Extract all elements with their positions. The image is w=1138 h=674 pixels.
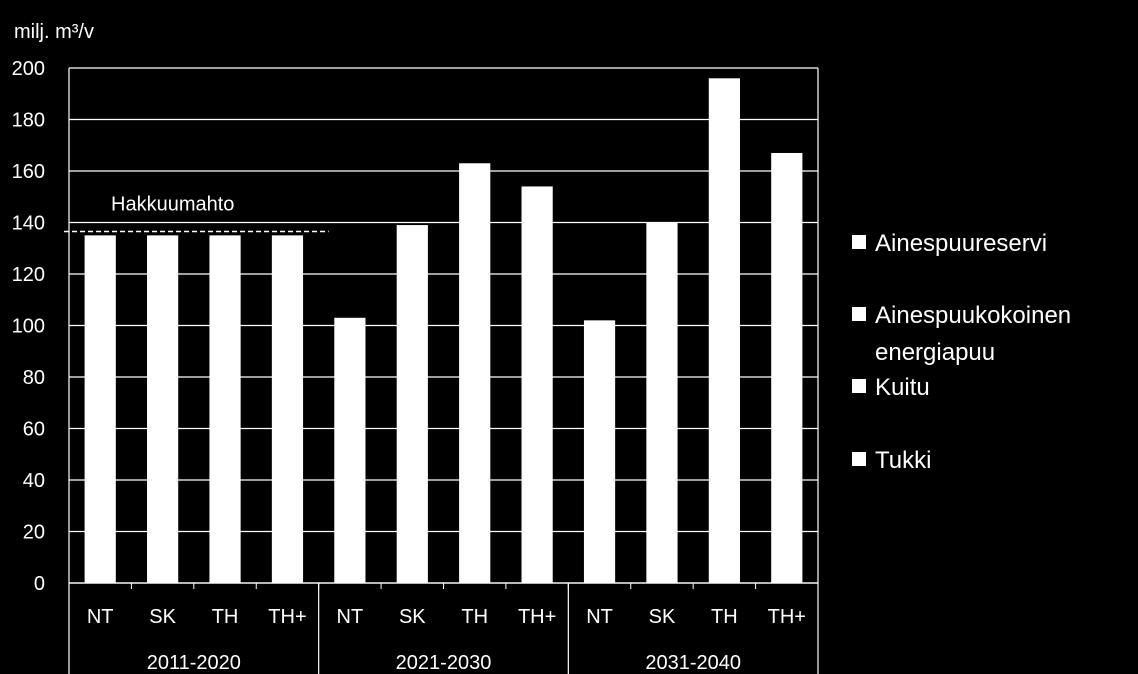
x-category-label: NT: [586, 606, 613, 628]
legend-swatch: [852, 452, 866, 466]
x-category-label: TH: [711, 606, 738, 628]
bar: [771, 152, 803, 583]
bar: [396, 225, 428, 583]
bar: [84, 235, 116, 583]
x-category-label: TH+: [268, 606, 306, 628]
y-tick-label: 180: [12, 110, 45, 132]
x-group-label: 2021-2030: [396, 652, 492, 674]
x-category-label: SK: [149, 606, 176, 628]
y-tick-label: 60: [23, 419, 45, 441]
y-tick-label: 160: [12, 161, 45, 183]
legend-label: Ainespuureservi: [875, 230, 1047, 257]
x-category-label: SK: [399, 606, 426, 628]
axes: 0 20 40 60 80 100 120 140 160 180 200 NT SK TH TH+ 2011…: [12, 58, 819, 674]
legend-label: Ainespuukokoinen: [875, 302, 1071, 329]
x-category-label: NT: [87, 606, 114, 628]
x-group-label: 2011-2020: [147, 652, 241, 674]
y-tick-label: 120: [12, 264, 45, 286]
y-tick-label: 20: [23, 522, 45, 544]
bar: [334, 317, 366, 583]
x-category-label: TH: [212, 606, 239, 628]
reference-line-label: Hakkuumahto: [111, 194, 234, 216]
x-category-label: NT: [337, 606, 364, 628]
bar: [459, 163, 491, 583]
bar: [708, 78, 740, 584]
x-category-label: TH+: [768, 606, 806, 628]
legend-label: energiapuu: [875, 339, 995, 366]
bar: [583, 320, 616, 583]
x-category-label: TH: [461, 606, 488, 628]
y-tick-label: 100: [12, 316, 45, 338]
grid-lines: [69, 67, 818, 584]
legend-label: Tukki: [875, 447, 931, 474]
bar: [271, 235, 304, 583]
y-axis-label: milj. m³/v: [14, 21, 94, 43]
y-tick-label: 40: [23, 470, 45, 492]
legend: Ainespuureservi Ainespuukokoinen energiapu…: [852, 230, 1071, 474]
reference-line-group: Hakkuumahto: [64, 194, 329, 233]
y-tick-label: 140: [12, 213, 45, 235]
legend-swatch: [852, 379, 866, 393]
x-category-label: TH+: [518, 606, 556, 628]
legend-label: Kuitu: [875, 374, 930, 401]
y-tick-label: 200: [12, 58, 45, 80]
bar: [147, 235, 179, 583]
y-tick-label: 0: [34, 573, 45, 595]
y-tick-label: 80: [23, 367, 45, 389]
bar: [521, 186, 553, 583]
bar: [646, 222, 678, 583]
legend-swatch: [852, 235, 866, 249]
bar: [209, 235, 241, 583]
x-category-label: SK: [649, 606, 676, 628]
x-group-label: 2031-2040: [645, 652, 741, 674]
bars: [84, 78, 803, 584]
legend-swatch: [852, 307, 866, 321]
